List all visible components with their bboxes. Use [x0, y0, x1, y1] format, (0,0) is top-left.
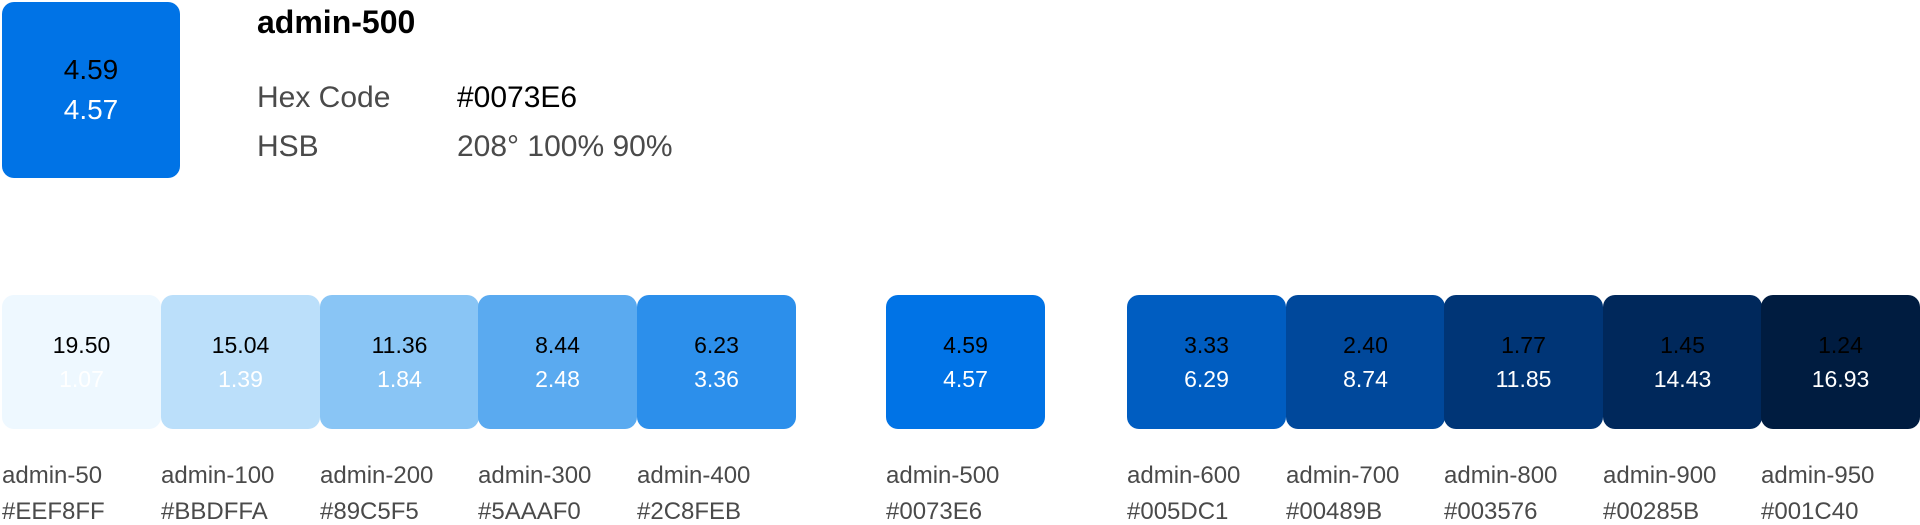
label-admin-300: admin-300 #5AAAF0	[478, 458, 591, 525]
color-name: admin-300	[478, 462, 592, 489]
hsb-value: 208° 100% 90%	[457, 130, 673, 163]
color-name: admin-600	[1127, 462, 1241, 489]
swatch-contrast-black: 1.24	[1818, 332, 1863, 358]
swatch-contrast-black: 1.45	[1660, 332, 1705, 358]
selected-color-swatch: 4.59 4.57	[2, 2, 180, 178]
label-admin-200: admin-200 #89C5F5	[320, 458, 433, 525]
swatch-contrast-white: 8.74	[1343, 366, 1388, 392]
contrast-on-black: 4.59	[63, 54, 119, 85]
contrast-on-white: 4.57	[63, 94, 119, 125]
color-name: admin-100	[161, 462, 275, 489]
swatch-contrast-white: 1.39	[218, 366, 263, 392]
swatch-admin-800[interactable]: 1.77 11.85	[1444, 295, 1603, 429]
color-hex: #0073E6	[886, 498, 983, 525]
swatch-contrast-black: 4.59	[943, 332, 988, 358]
color-hex: #003576	[1444, 498, 1538, 525]
swatch-contrast-white: 4.57	[943, 366, 988, 392]
color-name: admin-700	[1286, 462, 1400, 489]
hex-code-value: #0073E6	[457, 81, 578, 114]
swatch-admin-600[interactable]: 3.33 6.29	[1127, 295, 1286, 429]
selected-color-name: admin-500	[257, 4, 416, 40]
swatch-contrast-black: 19.50	[52, 332, 111, 358]
swatch-contrast-white: 14.43	[1653, 366, 1712, 392]
color-hex: #005DC1	[1127, 498, 1229, 525]
swatch-admin-100[interactable]: 15.04 1.39	[161, 295, 320, 429]
color-hex: #00489B	[1286, 498, 1383, 525]
hex-code-label: Hex Code	[257, 81, 391, 114]
label-admin-50: admin-50 #EEF8FF	[2, 458, 105, 525]
swatch-contrast-black: 6.23	[694, 332, 739, 358]
swatch-admin-500[interactable]: 4.59 4.57	[886, 295, 1045, 429]
swatch-admin-200[interactable]: 11.36 1.84	[320, 295, 479, 429]
color-hex: #00285B	[1603, 498, 1700, 525]
label-admin-600: admin-600 #005DC1	[1127, 458, 1240, 525]
color-name: admin-50	[2, 462, 103, 489]
swatch-contrast-white: 16.93	[1811, 366, 1870, 392]
color-name: admin-800	[1444, 462, 1558, 489]
swatch-contrast-black: 15.04	[211, 332, 270, 358]
color-hex: #EEF8FF	[2, 498, 105, 525]
swatch-admin-400[interactable]: 6.23 3.36	[637, 295, 796, 429]
hsb-row: HSB 208° 100% 90%	[257, 127, 673, 167]
swatch-contrast-white: 1.07	[59, 366, 104, 392]
color-name: admin-500	[886, 462, 1000, 489]
color-name: admin-200	[320, 462, 434, 489]
swatch-contrast-black: 3.33	[1184, 332, 1229, 358]
label-admin-950: admin-950 #001C40	[1761, 458, 1874, 525]
swatch-contrast-white: 1.84	[377, 366, 422, 392]
label-admin-100: admin-100 #BBDFFA	[161, 458, 274, 525]
label-admin-900: admin-900 #00285B	[1603, 458, 1716, 525]
color-name: admin-900	[1603, 462, 1717, 489]
swatch-contrast-white: 11.85	[1495, 366, 1552, 392]
label-admin-500: admin-500 #0073E6	[886, 458, 999, 525]
color-hex: #BBDFFA	[161, 498, 268, 525]
swatch-contrast-white: 6.29	[1184, 366, 1229, 392]
color-hex: #2C8FEB	[637, 498, 742, 525]
swatch-admin-700[interactable]: 2.40 8.74	[1286, 295, 1445, 429]
swatch-admin-900[interactable]: 1.45 14.43	[1603, 295, 1762, 429]
swatch-admin-950[interactable]: 1.24 16.93	[1761, 295, 1920, 429]
hsb-label: HSB	[257, 130, 319, 163]
color-name: admin-950	[1761, 462, 1875, 489]
swatch-contrast-black: 8.44	[535, 332, 580, 358]
label-admin-800: admin-800 #003576	[1444, 458, 1557, 525]
swatch-contrast-black: 11.36	[371, 332, 428, 358]
color-hex: #89C5F5	[320, 498, 419, 525]
hex-code-row: Hex Code #0073E6	[257, 78, 577, 118]
swatch-contrast-white: 2.48	[535, 366, 580, 392]
swatch-admin-50[interactable]: 19.50 1.07	[2, 295, 161, 429]
color-hex: #001C40	[1761, 498, 1859, 525]
label-admin-700: admin-700 #00489B	[1286, 458, 1399, 525]
color-hex: #5AAAF0	[478, 498, 581, 525]
label-admin-400: admin-400 #2C8FEB	[637, 458, 750, 525]
color-name: admin-400	[637, 462, 751, 489]
swatch-contrast-black: 2.40	[1343, 332, 1388, 358]
swatch-contrast-black: 1.77	[1501, 332, 1546, 358]
swatch-contrast-white: 3.36	[694, 366, 739, 392]
swatch-admin-300[interactable]: 8.44 2.48	[478, 295, 637, 429]
